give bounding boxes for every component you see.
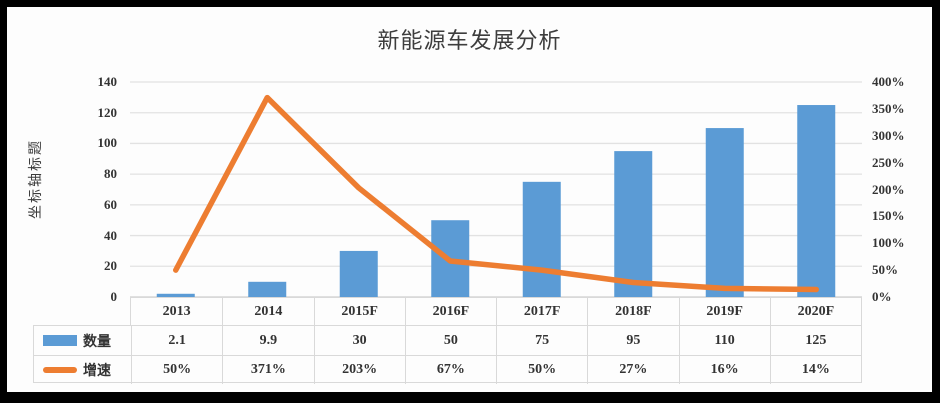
- table-header-2014: 2014: [222, 298, 313, 325]
- left-axis-tick-40: 40: [104, 227, 117, 243]
- bar-2013: [156, 293, 195, 297]
- right-axis-tick-0%: 0%: [872, 289, 892, 304]
- right-axis-tick-100%: 100%: [872, 235, 905, 251]
- right-axis-tick-400%: 400%: [872, 74, 905, 89]
- table-cell-growth-2014: 371%: [222, 355, 314, 384]
- table-header-2017F: 2017F: [496, 298, 587, 325]
- legend-cell-growth: 增速: [34, 355, 131, 384]
- table-cell-quantity-2019F: 110: [678, 326, 770, 355]
- series-name-quantity: 数量: [83, 334, 111, 350]
- table-cell-growth-2013: 50%: [131, 355, 223, 384]
- bar-2020F: [797, 105, 836, 298]
- table-cell-growth-2018F: 27%: [587, 355, 679, 384]
- table-cell-growth-2015F: 203%: [313, 355, 405, 384]
- table-header-2015F: 2015F: [313, 298, 405, 325]
- quantity-legend-bar-icon: [43, 335, 77, 346]
- table-cell-quantity-2014: 9.9: [222, 326, 313, 355]
- table-cell-quantity-2015F: 30: [313, 326, 405, 355]
- bar-2018F: [614, 151, 653, 297]
- table-cell-growth-2017F: 50%: [496, 355, 588, 384]
- data-table-category-row: 2013 2014 2015F 2016F 2017F 2018F 2019F 2020F: [130, 297, 862, 325]
- series-name-growth: 增速: [83, 364, 111, 379]
- table-header-2013: 2013: [162, 303, 191, 319]
- right-axis-tick-50%: 50%: [872, 262, 898, 278]
- bar-2019F: [705, 128, 744, 297]
- table-header-2016F: 2016F: [404, 298, 496, 325]
- chart-canvas: 新能源车发展分析 坐标轴标题 0 20 40 60 80 100 120 140 0% 50% 1…: [7, 7, 932, 392]
- table-cell-quantity-2017F: 75: [496, 326, 587, 355]
- table-cell-growth-2019F: 16%: [678, 355, 770, 384]
- plot-area: [130, 81, 862, 298]
- y-axis-title-text: 坐标轴标题: [29, 139, 44, 219]
- bar-2017F: [522, 181, 561, 297]
- growth-legend-line-icon: [43, 367, 77, 373]
- right-axis-tick-300%: 300%: [872, 127, 905, 143]
- right-axis-tick-350%: 350%: [872, 100, 905, 116]
- table-header-2020F: 2020F: [769, 298, 861, 325]
- right-axis-tick-150%: 150%: [872, 208, 905, 224]
- table-header-2018F: 2018F: [587, 298, 678, 325]
- legend-cell-quantity: 数量: [34, 326, 131, 355]
- table-cell-quantity-2016F: 50: [404, 326, 496, 355]
- table-cell-quantity-2018F: 95: [587, 326, 678, 355]
- table-header-2019F: 2019F: [678, 298, 770, 325]
- table-cell-growth-2020F: 14%: [769, 355, 861, 384]
- left-axis-tick-80: 80: [104, 166, 117, 182]
- left-axis-tick-20: 20: [104, 258, 117, 274]
- table-cell-quantity-2013: 2.1: [131, 326, 222, 355]
- right-axis-tick-200%: 200%: [872, 181, 905, 197]
- left-axis-tick-60: 60: [104, 196, 117, 212]
- left-axis-tick-140: 140: [97, 74, 118, 89]
- left-axis-tick-100: 100: [97, 135, 118, 151]
- left-axis-tick-120: 120: [97, 104, 118, 120]
- growth-line: [173, 94, 819, 293]
- right-axis-tick-250%: 250%: [872, 154, 905, 170]
- data-table-body: 数量 2.1 9.9 30 50 75 95 110 125 增速 50% 371% 203% 67% 50…: [33, 325, 862, 384]
- bar-2015F: [339, 250, 378, 297]
- left-axis-tick-0: 0: [110, 289, 118, 304]
- table-cell-growth-2016F: 67%: [404, 355, 496, 384]
- chart-title: 新能源车发展分析: [377, 28, 562, 53]
- bar-2014: [248, 281, 287, 297]
- table-cell-quantity-2020F: 125: [769, 326, 861, 355]
